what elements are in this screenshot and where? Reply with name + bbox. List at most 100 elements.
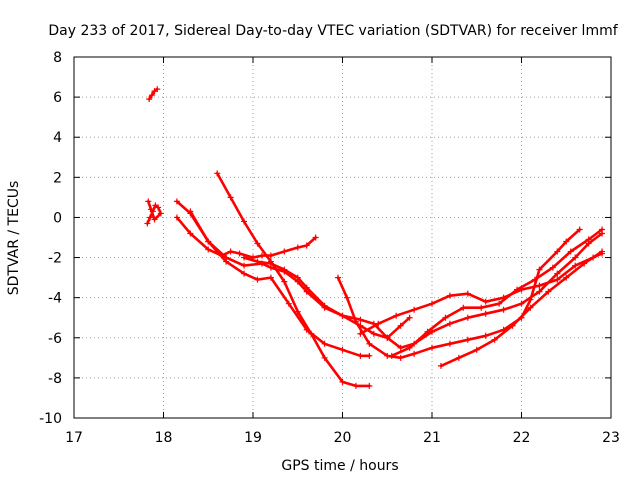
- data-point: [227, 248, 234, 255]
- data-point: [258, 252, 265, 259]
- data-point: [599, 248, 606, 255]
- data-point: [147, 214, 154, 221]
- data-point: [281, 278, 288, 285]
- data-point: [303, 284, 310, 291]
- data-point: [187, 208, 194, 215]
- data-point: [527, 296, 534, 303]
- data-point: [151, 216, 158, 223]
- data-point: [554, 276, 561, 283]
- data-point: [303, 242, 310, 249]
- data-point: [411, 350, 418, 357]
- series-line: [242, 232, 604, 350]
- series-line: [215, 172, 371, 388]
- data-point: [267, 274, 274, 281]
- series-track-b: [144, 198, 164, 227]
- y-tick-label: -2: [48, 251, 62, 267]
- data-point: [397, 322, 404, 329]
- data-point: [303, 326, 310, 333]
- data-point: [155, 204, 162, 211]
- data-point: [294, 244, 301, 251]
- data-point: [527, 304, 534, 311]
- data-point: [147, 206, 154, 213]
- y-tick-label: 4: [53, 130, 62, 146]
- y-axis-label: SDTVAR / TECUs: [6, 181, 22, 296]
- data-point: [384, 334, 391, 341]
- series-track-f: [187, 208, 373, 359]
- data-point: [482, 298, 489, 305]
- data-point: [146, 96, 153, 103]
- series-group: [144, 86, 606, 389]
- data-point: [223, 258, 230, 265]
- data-point: [366, 352, 373, 359]
- data-point: [281, 266, 288, 273]
- data-point: [496, 300, 503, 307]
- data-point: [285, 300, 292, 307]
- data-point: [599, 226, 606, 233]
- data-point: [154, 86, 161, 93]
- data-point: [406, 344, 413, 351]
- x-tick-label: 18: [155, 430, 173, 446]
- data-point: [173, 214, 180, 221]
- data-point: [157, 210, 164, 217]
- data-point: [321, 302, 328, 309]
- data-point: [567, 248, 574, 255]
- x-tick-label: 23: [602, 430, 620, 446]
- data-point: [254, 258, 261, 265]
- series-line: [439, 250, 604, 368]
- data-point: [339, 346, 346, 353]
- data-point: [187, 230, 194, 237]
- data-point: [281, 248, 288, 255]
- data-point: [339, 312, 346, 319]
- data-point: [205, 246, 212, 253]
- y-tick-label: 2: [53, 170, 62, 186]
- data-point: [554, 248, 561, 255]
- data-point: [227, 194, 234, 201]
- data-point: [554, 270, 561, 277]
- data-point: [357, 330, 364, 337]
- data-point: [339, 378, 346, 385]
- data-point: [545, 288, 552, 295]
- data-point: [214, 170, 221, 177]
- data-point: [173, 198, 180, 205]
- data-point: [241, 270, 248, 277]
- data-point: [236, 250, 243, 257]
- data-point: [312, 234, 319, 241]
- data-point: [375, 320, 382, 327]
- data-point: [536, 282, 543, 289]
- data-point: [514, 286, 521, 293]
- x-axis-label: GPS time / hours: [281, 458, 398, 474]
- series-track-c: [173, 214, 319, 261]
- data-point: [460, 304, 467, 311]
- data-point: [509, 322, 516, 329]
- data-point: [464, 290, 471, 297]
- data-point: [366, 340, 373, 347]
- data-point: [500, 306, 507, 313]
- data-point: [343, 294, 350, 301]
- data-point: [549, 264, 556, 271]
- data-point: [397, 354, 404, 361]
- data-point: [442, 314, 449, 321]
- y-tick-label: 8: [53, 50, 62, 66]
- series-line: [147, 87, 159, 101]
- data-point: [518, 300, 525, 307]
- data-point: [145, 198, 152, 205]
- y-tick-label: 0: [53, 210, 62, 226]
- data-point: [144, 220, 151, 227]
- data-point: [148, 92, 155, 99]
- series-track-a: [146, 86, 161, 103]
- data-point: [406, 314, 413, 321]
- data-point: [437, 362, 444, 369]
- data-point: [581, 260, 588, 267]
- data-point: [357, 316, 364, 323]
- data-point: [572, 262, 579, 269]
- data-point: [464, 336, 471, 343]
- data-point: [411, 306, 418, 313]
- data-point: [473, 346, 480, 353]
- y-tick-label: -10: [39, 411, 62, 427]
- data-point: [294, 274, 301, 281]
- data-point: [388, 352, 395, 359]
- x-tick-label: 20: [334, 430, 352, 446]
- data-point: [321, 354, 328, 361]
